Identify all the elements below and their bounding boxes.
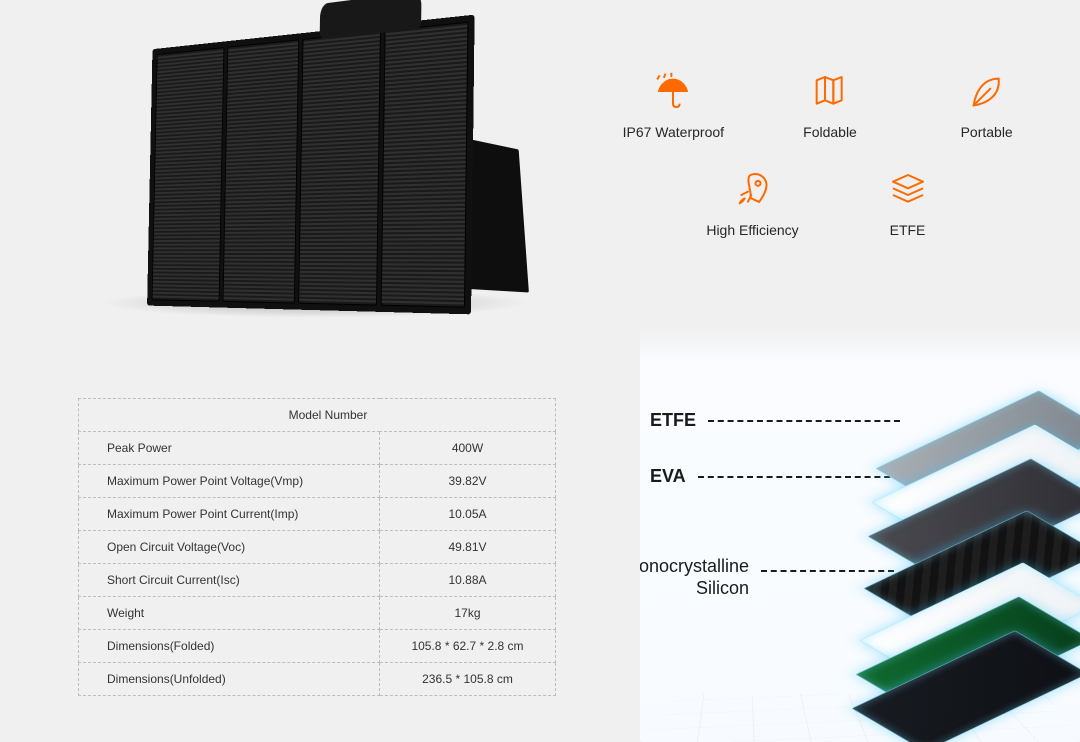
table-row: Weight17kg (79, 597, 556, 630)
fold-icon (808, 70, 852, 114)
layer-stack (848, 396, 1080, 736)
feature-label: ETFE (890, 222, 926, 238)
spec-label: Maximum Power Point Current(Imp) (79, 498, 380, 531)
spec-label: Short Circuit Current(Isc) (79, 564, 380, 597)
feather-icon (965, 70, 1009, 114)
panel-segment (298, 31, 380, 306)
spec-value: 400W (380, 432, 556, 465)
spec-value: 105.8 * 62.7 * 2.8 cm (380, 630, 556, 663)
layers-icon (886, 168, 930, 212)
spec-value: 10.88A (380, 564, 556, 597)
feature-efficiency: High Efficiency (680, 168, 825, 238)
panel-frame (147, 15, 475, 315)
spec-label: Dimensions(Unfolded) (79, 663, 380, 696)
feature-grid: IP67 Waterproof Foldable Portable (600, 70, 1060, 238)
panel-segment (152, 47, 224, 302)
spec-label: Model Number (79, 399, 556, 432)
table-row: Dimensions(Folded)105.8 * 62.7 * 2.8 cm (79, 630, 556, 663)
spec-label: Open Circuit Voltage(Voc) (79, 531, 380, 564)
product-image (100, 20, 540, 340)
panel-segment (222, 39, 299, 303)
table-row: Maximum Power Point Voltage(Vmp)39.82V (79, 465, 556, 498)
spec-value: 236.5 * 105.8 cm (380, 663, 556, 696)
table-row: Peak Power400W (79, 432, 556, 465)
spec-label: Dimensions(Folded) (79, 630, 380, 663)
specs-table: Model Number Peak Power400W Maximum Powe… (78, 398, 556, 696)
spec-label: Weight (79, 597, 380, 630)
feature-portable: Portable (913, 70, 1060, 140)
table-row: Maximum Power Point Current(Imp)10.05A (79, 498, 556, 531)
feature-foldable: Foldable (757, 70, 904, 140)
table-row: Dimensions(Unfolded)236.5 * 105.8 cm (79, 663, 556, 696)
spec-value: 49.81V (380, 531, 556, 564)
layer-text: ETFE (650, 410, 696, 431)
table-row: Short Circuit Current(Isc)10.88A (79, 564, 556, 597)
umbrella-icon (651, 70, 695, 114)
feature-label: IP67 Waterproof (623, 124, 724, 140)
solar-panel (147, 15, 475, 315)
feature-waterproof: IP67 Waterproof (600, 70, 747, 140)
table-row: Model Number (79, 399, 556, 432)
spec-value: 17kg (380, 597, 556, 630)
rocket-icon (731, 168, 775, 212)
spec-label: Peak Power (79, 432, 380, 465)
spec-value: 39.82V (380, 465, 556, 498)
layers-diagram: ETFE EVA MonocrystallineSilicon (640, 310, 1080, 742)
feature-label: High Efficiency (706, 222, 798, 238)
specs-body: Model Number Peak Power400W Maximum Powe… (79, 399, 556, 696)
feature-etfe: ETFE (835, 168, 980, 238)
feature-label: Foldable (803, 124, 857, 140)
layer-text: MonocrystallineSilicon (640, 556, 749, 599)
feature-label: Portable (961, 124, 1013, 140)
table-row: Open Circuit Voltage(Voc)49.81V (79, 531, 556, 564)
spec-label: Maximum Power Point Voltage(Vmp) (79, 465, 380, 498)
spec-value: 10.05A (380, 498, 556, 531)
layer-text: EVA (650, 466, 686, 487)
panel-segment (380, 22, 468, 308)
